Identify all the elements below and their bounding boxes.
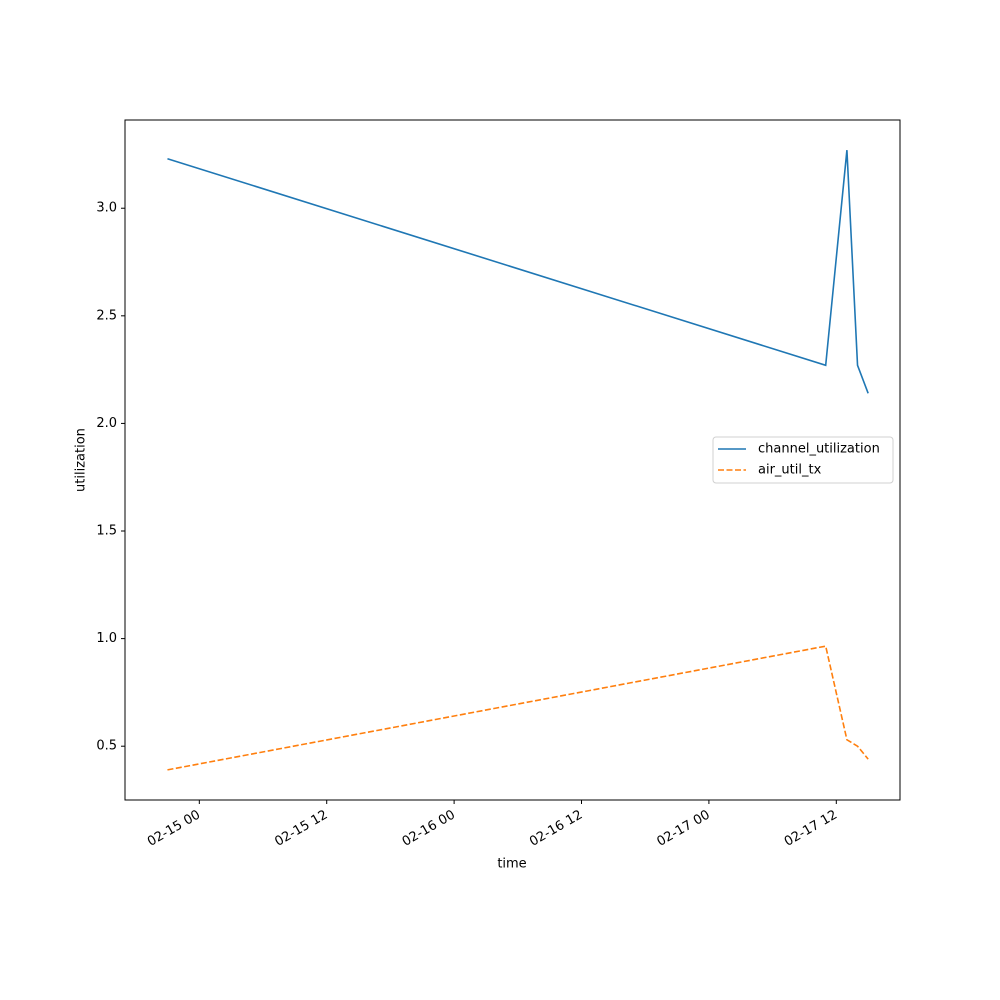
- x-axis-label: time: [497, 857, 526, 872]
- y-tick-label: 1.5: [96, 524, 117, 539]
- series-line: [167, 150, 869, 394]
- legend-label: air_util_tx: [758, 463, 822, 478]
- legend-label: channel_utilization: [758, 442, 880, 457]
- y-tick-label: 2.0: [96, 416, 117, 431]
- y-tick-label: 2.5: [96, 308, 117, 323]
- plot-frame: [124, 119, 901, 801]
- y-tick-label: 1.0: [96, 631, 117, 646]
- series-line: [167, 645, 869, 771]
- y-tick-label: 0.5: [96, 739, 117, 754]
- y-axis-label: utilization: [74, 428, 89, 492]
- legend-box: [712, 436, 894, 484]
- y-tick-label: 3.0: [96, 201, 117, 216]
